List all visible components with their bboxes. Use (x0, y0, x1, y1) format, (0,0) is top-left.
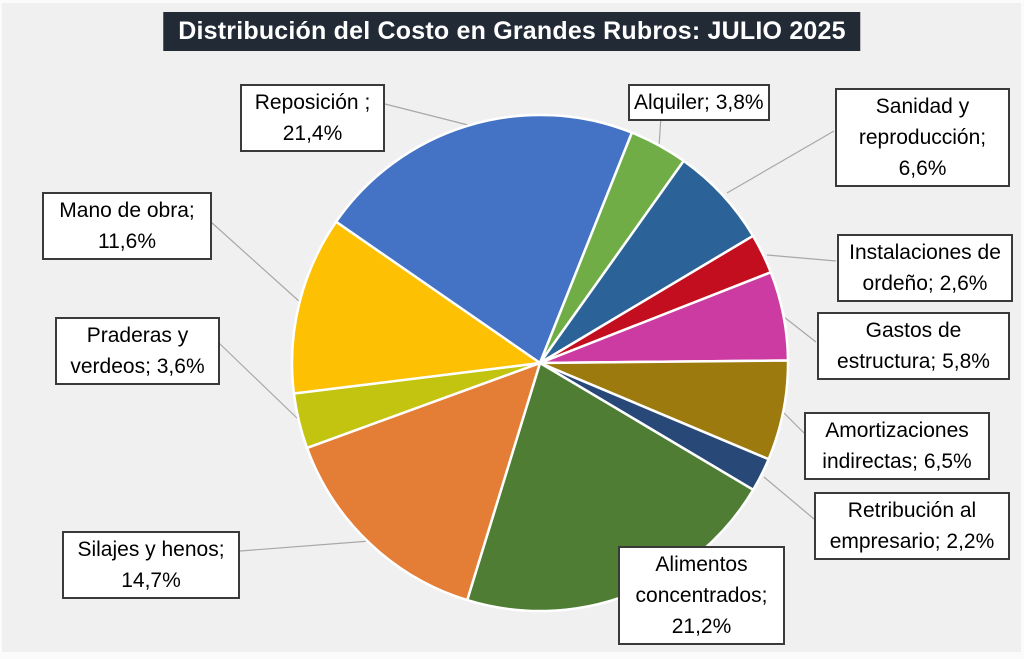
slice-label-praderas-y-verdeos: Praderas y verdeos; 3,6% (55, 317, 220, 385)
leader-line-amortizaciones-indirectas (781, 410, 805, 434)
leader-line-mano-de-obra (210, 221, 301, 303)
slice-label-instalaciones-de-ordeno: Instalaciones de ordeño; 2,6% (837, 234, 1013, 302)
pie (290, 113, 790, 613)
leader-line-instalaciones-de-ordeno (766, 254, 837, 262)
leader-line-alquiler (658, 115, 662, 148)
leader-lines (210, 103, 837, 552)
pie-slice-mano-de-obra (290, 220, 542, 395)
slice-label-reposicion: Reposición ; 21,4% (240, 84, 385, 152)
pie-slice-reposicion (334, 113, 634, 365)
slice-label-alimentos-concentrados: Alimentos concentrados; 21,2% (618, 546, 785, 645)
slice-label-alquiler: Alquiler; 3,8% (628, 84, 770, 121)
leader-line-silajes-y-henos (239, 540, 371, 552)
leader-line-gastos-de-estructura (783, 316, 817, 343)
pie-slice-silajes-y-henos (305, 361, 542, 602)
leader-line-sanidad-y-reproduccion (726, 130, 835, 194)
slice-label-gastos-de-estructura: Gastos de estructura; 5,8% (817, 312, 1010, 380)
leader-line-praderas-y-verdeos (218, 342, 300, 421)
slice-label-silajes-y-henos: Silajes y henos; 14,7% (62, 531, 240, 599)
leader-line-retribucion-al-empresario (763, 476, 815, 520)
slice-label-amortizaciones-indirectas: Amortizaciones indirectas; 6,5% (804, 412, 990, 480)
slice-label-mano-de-obra: Mano de obra; 11,6% (42, 192, 212, 260)
slice-label-sanidad-y-reproduccion: Sanidad y reproducción; 6,6% (835, 88, 1010, 187)
chart-title: Distribución del Costo en Grandes Rubros… (163, 12, 861, 51)
slice-label-retribucion-al-empresario: Retribución al empresario; 2,2% (814, 492, 1010, 560)
leader-line-reposicion (384, 103, 473, 127)
